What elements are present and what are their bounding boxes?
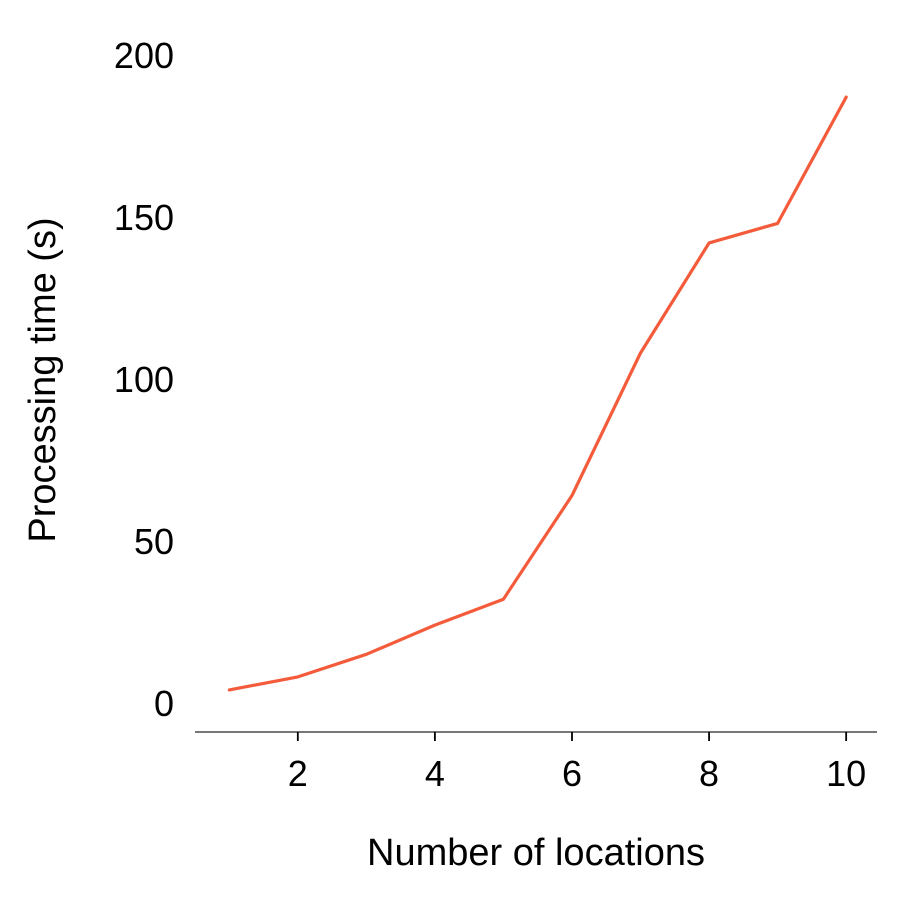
x-axis: 2 4 6 8 10 bbox=[195, 731, 877, 794]
x-axis-title: Number of locations bbox=[367, 832, 705, 874]
series-line-0 bbox=[227, 95, 848, 692]
y-tick-label: 100 bbox=[114, 359, 174, 400]
x-tick-label: 6 bbox=[562, 753, 582, 794]
x-tick-label: 2 bbox=[288, 753, 308, 794]
y-axis-title: Processing time (s) bbox=[22, 217, 64, 542]
y-axis-ticks: 0 50 100 150 200 bbox=[114, 35, 174, 724]
x-tick-label: 4 bbox=[425, 753, 445, 794]
y-tick-label: 200 bbox=[114, 35, 174, 76]
x-tick-label: 10 bbox=[826, 753, 866, 794]
plot-area bbox=[227, 95, 848, 692]
x-tick-label: 8 bbox=[699, 753, 719, 794]
y-tick-label: 0 bbox=[154, 683, 174, 724]
y-tick-label: 150 bbox=[114, 197, 174, 238]
y-tick-label: 50 bbox=[134, 521, 174, 562]
